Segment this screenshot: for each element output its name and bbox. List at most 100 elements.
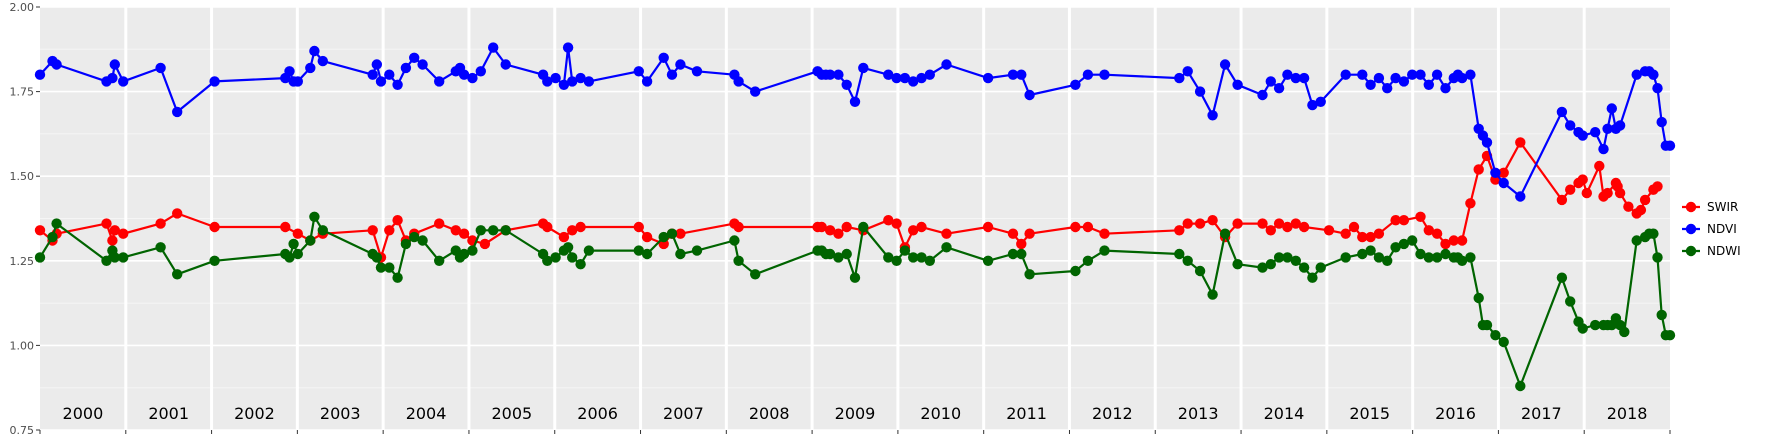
data-point-ndvi [1614, 120, 1626, 131]
data-point-ndwi [658, 231, 669, 243]
legend-label-ndwi: NDWI [1707, 244, 1741, 258]
data-point-swir [633, 221, 644, 233]
data-point-ndvi [284, 66, 295, 77]
data-point-swir [1423, 225, 1435, 236]
data-point-ndvi [1282, 69, 1293, 80]
data-point-swir [1174, 225, 1185, 236]
data-point-ndvi [1024, 89, 1035, 101]
data-point-swir [109, 225, 121, 236]
data-point-ndwi [34, 252, 46, 263]
data-point-ndvi [891, 72, 902, 84]
data-point-swir [1016, 238, 1027, 250]
data-point-ndvi [118, 76, 129, 87]
data-point-ndvi [1648, 69, 1659, 80]
data-point-ndvi [1415, 69, 1426, 80]
data-point-swir [1602, 187, 1613, 199]
data-point-ndwi [1357, 248, 1368, 260]
data-point-swir [1390, 215, 1401, 226]
data-point-ndvi [1407, 69, 1418, 80]
data-point-ndwi [1282, 252, 1293, 263]
data-point-ndvi [1490, 167, 1501, 178]
data-point-swir [1357, 231, 1368, 243]
data-point-ndwi [858, 221, 869, 233]
data-point-ndvi [1182, 66, 1193, 77]
data-point-ndvi [883, 69, 894, 80]
data-point-swir [450, 225, 461, 236]
data-point-ndwi [1431, 252, 1443, 263]
data-point-ndvi [1307, 99, 1318, 111]
data-point-ndwi [1398, 238, 1410, 250]
data-point-ndvi [1606, 103, 1618, 114]
data-point-ndvi [1219, 59, 1231, 70]
data-point-swir [479, 238, 491, 250]
data-point-ndwi [1082, 255, 1094, 266]
data-point-ndwi [1307, 272, 1318, 283]
data-point-ndwi [982, 255, 994, 266]
data-point-ndvi [1290, 72, 1302, 84]
data-point-ndvi [1631, 69, 1642, 80]
data-point-ndwi [434, 255, 445, 266]
year-label: 2013 [1178, 404, 1219, 423]
data-point-swir [1082, 221, 1094, 233]
year-label: 2005 [491, 404, 532, 423]
data-point-swir [155, 218, 166, 229]
year-label: 2008 [749, 404, 790, 423]
data-point-ndwi [172, 269, 183, 280]
data-point-ndwi [899, 245, 911, 256]
data-point-swir [982, 221, 994, 233]
data-point-ndwi [1515, 380, 1526, 392]
data-point-ndwi [841, 248, 852, 260]
data-point-ndwi [562, 242, 574, 253]
data-point-swir [1194, 218, 1206, 229]
year-label: 2009 [835, 404, 876, 423]
data-point-swir [34, 225, 46, 236]
data-point-ndvi [467, 72, 478, 84]
legend-key-point [1685, 201, 1697, 213]
data-point-ndwi [467, 245, 478, 256]
data-point-swir [172, 208, 183, 219]
year-label: 2004 [406, 404, 447, 423]
data-point-ndvi [1577, 130, 1588, 141]
data-point-ndwi [305, 235, 316, 246]
data-point-swir [1581, 187, 1593, 199]
data-point-swir [1323, 225, 1335, 236]
data-point-ndvi [34, 69, 46, 80]
data-point-ndvi [384, 69, 395, 80]
data-point-ndwi [1016, 248, 1027, 260]
data-point-ndwi [458, 248, 470, 260]
data-point-ndvi [1257, 89, 1268, 101]
data-point-ndwi [1340, 252, 1351, 263]
data-point-ndwi [1219, 228, 1231, 239]
data-point-ndwi [1656, 309, 1667, 321]
data-point-ndvi [1340, 69, 1351, 80]
data-point-swir [280, 221, 291, 233]
data-point-swir [833, 228, 844, 239]
data-point-ndvi [1423, 79, 1435, 91]
year-label: 2006 [577, 404, 618, 423]
data-point-swir [101, 218, 112, 229]
data-point-ndvi [1174, 72, 1185, 84]
data-point-ndwi [1456, 255, 1468, 266]
data-point-ndvi [1315, 96, 1326, 108]
data-point-swir [1448, 235, 1460, 246]
y-tick-label: 1.00 [10, 339, 35, 352]
data-point-ndvi [317, 55, 328, 67]
data-point-swir [733, 221, 744, 233]
data-point-swir [458, 228, 470, 239]
data-point-ndvi [1652, 83, 1663, 94]
data-point-swir [575, 221, 586, 233]
data-point-ndvi [1373, 72, 1385, 84]
data-point-ndwi [1007, 248, 1019, 260]
data-point-swir [107, 235, 118, 246]
data-point-ndvi [1273, 83, 1285, 94]
data-point-swir [1290, 218, 1302, 229]
data-point-ndvi [1398, 76, 1410, 87]
data-point-swir [1431, 228, 1443, 239]
data-point-swir [1565, 184, 1576, 195]
data-point-ndwi [109, 252, 121, 263]
data-point-ndvi [1232, 79, 1243, 91]
data-point-ndwi [1465, 252, 1476, 263]
data-point-swir [1556, 194, 1568, 206]
data-point-swir [1282, 221, 1293, 233]
